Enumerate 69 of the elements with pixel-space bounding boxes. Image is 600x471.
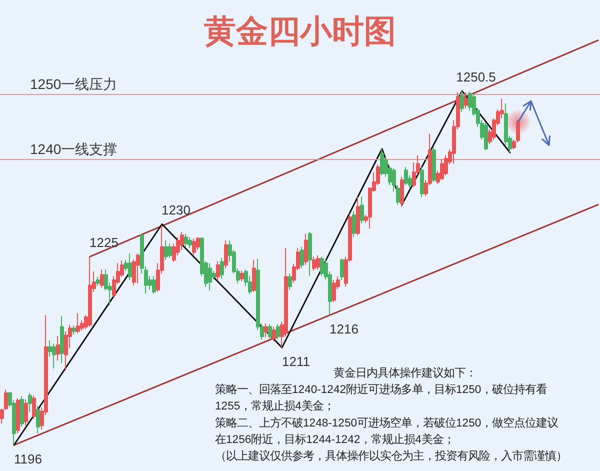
candlestick bbox=[240, 270, 244, 282]
candlestick bbox=[96, 276, 100, 286]
chart-title: 黄金四小时图 bbox=[204, 13, 396, 49]
annotation: （以上建议仅供参考，具体操作以实仓为主，投资有风险，入市需谨慎） bbox=[215, 450, 567, 462]
annotation: 在1256附近，目标1244-1242，常规止损4美金； bbox=[215, 432, 454, 446]
candlestick bbox=[152, 276, 156, 294]
candlestick bbox=[28, 392, 32, 412]
candlestick bbox=[60, 315, 64, 364]
ref-line-label: 1250一线压力 bbox=[30, 76, 118, 92]
annotation: 策略二、上方不破1248-1250可进场空单，若破位1250，做空点位建议 bbox=[215, 416, 558, 430]
data-label: 1225 bbox=[90, 235, 118, 250]
candlestick bbox=[88, 256, 92, 328]
data-label: 1230 bbox=[162, 202, 190, 218]
candlestick bbox=[484, 122, 488, 151]
candlestick bbox=[20, 396, 24, 428]
candlestick bbox=[268, 324, 272, 339]
candlestick bbox=[432, 146, 436, 182]
candlestick bbox=[312, 256, 316, 272]
candlestick bbox=[288, 273, 292, 290]
candlestick bbox=[404, 166, 408, 186]
candlestick bbox=[16, 398, 20, 434]
candlestick bbox=[24, 399, 28, 426]
candlestick bbox=[136, 252, 140, 284]
candlestick bbox=[440, 158, 444, 180]
candlestick bbox=[208, 262, 212, 291]
candlestick bbox=[272, 326, 276, 342]
ref-line-label: 1240一线支撑 bbox=[30, 141, 118, 158]
candlestick bbox=[100, 269, 104, 288]
candlestick bbox=[188, 236, 192, 249]
candlestick bbox=[52, 343, 56, 369]
candlestick bbox=[340, 258, 344, 280]
candlestick bbox=[304, 233, 308, 266]
candlestick bbox=[308, 231, 312, 277]
candlestick bbox=[316, 254, 320, 270]
candlestick bbox=[32, 395, 36, 420]
candlestick bbox=[164, 240, 168, 260]
candlestick bbox=[220, 257, 224, 280]
candlestick bbox=[216, 260, 220, 280]
candlestick bbox=[36, 406, 40, 434]
data-label: 1250.5 bbox=[456, 69, 496, 84]
candlestick bbox=[56, 335, 60, 362]
candlestick bbox=[76, 312, 80, 334]
candlestick bbox=[464, 92, 468, 109]
candlestick bbox=[224, 240, 228, 269]
data-label: 1196 bbox=[14, 452, 42, 467]
annotation: 黄金日内具体操作建议如下： bbox=[334, 366, 476, 380]
candlestick bbox=[276, 324, 280, 340]
candlestick bbox=[332, 280, 336, 303]
candlestick bbox=[128, 252, 132, 280]
candlestick bbox=[352, 210, 356, 238]
annotation: 策略一、回落至1240-1242附近可进场多单，目标1250，破位持有看 bbox=[215, 383, 548, 396]
candlestick bbox=[420, 166, 424, 198]
data-label: 1216 bbox=[330, 322, 358, 337]
annotation: 1255，常规止损4美金； bbox=[215, 400, 334, 413]
candlestick bbox=[252, 259, 256, 292]
candlestick bbox=[192, 238, 196, 256]
candlestick bbox=[168, 243, 172, 258]
candlestick bbox=[196, 236, 200, 251]
candlestick bbox=[400, 176, 404, 208]
candlestick bbox=[300, 246, 304, 269]
candlestick bbox=[360, 196, 364, 224]
candlestick bbox=[72, 324, 76, 336]
candlestick bbox=[264, 323, 268, 338]
candlestick bbox=[320, 256, 324, 277]
candlestick bbox=[380, 148, 384, 176]
data-label: 1211 bbox=[282, 354, 310, 370]
candlestick bbox=[460, 90, 464, 112]
candlestick bbox=[184, 233, 188, 248]
candlestick bbox=[356, 196, 360, 236]
